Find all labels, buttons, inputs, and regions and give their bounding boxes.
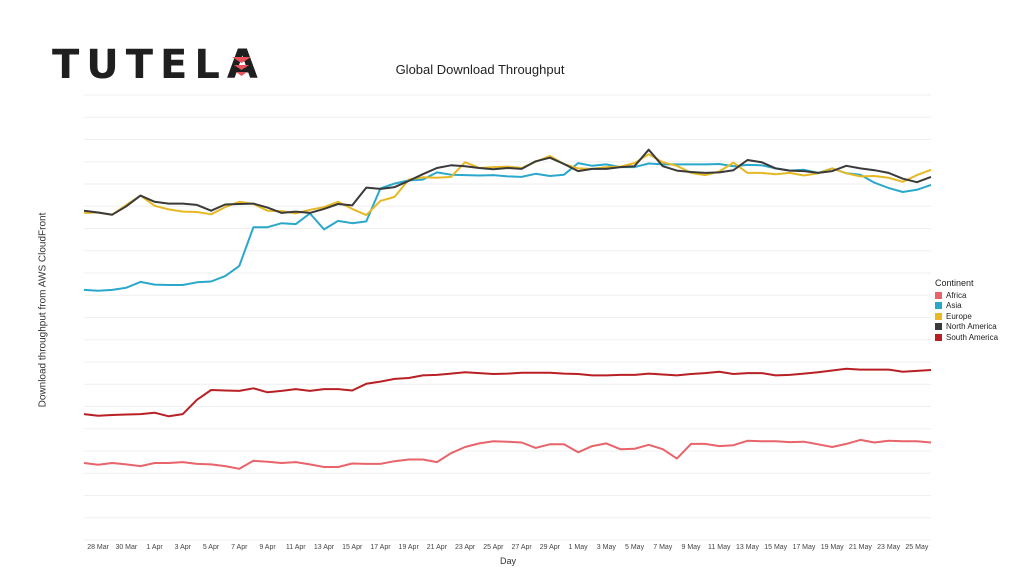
x-tick-label: 23 Apr [455,544,476,551]
legend-label: Asia [946,301,962,311]
x-tick-label: 3 May [597,544,617,551]
series-line-asia [83,162,932,292]
x-axis-label: Day [499,556,517,566]
legend-item: Asia [935,301,998,312]
legend-label: Africa [946,290,967,300]
x-tick-label: 7 May [653,544,673,551]
x-tick-label: 29 Apr [540,544,561,551]
legend-label: South America [946,332,999,342]
logo-triangle-stripe [236,72,247,76]
x-tick-label: 21 Apr [427,544,448,551]
x-tick-label: 27 Apr [511,544,532,551]
series-lines [83,148,932,470]
x-tick-label: 15 Apr [342,544,363,551]
x-tick-label: 9 Apr [259,544,276,551]
legend-item: South America [935,332,998,343]
gridlines [84,94,931,541]
legend-swatch [935,302,942,310]
x-tick-label: 21 May [849,544,872,551]
legend-title: Continent [935,278,974,288]
legend-swatch [935,312,942,320]
chart-title: Global Download Throughput [395,62,565,77]
x-tick-label: 13 May [736,544,759,551]
tutela-logo: TUTELA [52,40,262,91]
x-tick-label: 23 May [877,544,900,551]
x-tick-label: 5 May [625,544,645,551]
x-tick-label: 13 Apr [314,544,335,551]
x-tick-label: 30 Mar [115,544,137,551]
logo-triangle-icon [232,57,251,76]
legend-item: North America [935,322,998,333]
legend: Continent Africa Asia Europe North America S… [935,278,998,343]
logo-wordmark: TUTELA [52,42,262,88]
x-tick-label: 15 May [764,544,787,551]
logo-text: TUTELA [52,42,262,86]
legend-items: Africa Asia Europe North America South Ameri… [935,290,998,343]
series-line-africa [83,438,932,470]
x-tick-label: 19 Apr [399,544,420,551]
x-tick-label: 3 Apr [175,544,192,551]
x-tick-label: 25 Apr [483,544,504,551]
x-tick-label: 25 May [905,544,928,551]
x-tick-label: 7 Apr [231,544,248,551]
x-tick-label: 1 Apr [146,544,163,551]
x-tick-label: 17 May [792,544,815,551]
series-line-south-america [83,367,932,418]
legend-swatch [935,333,942,341]
logo-triangle-stripe [234,65,249,70]
x-tick-labels: 28 Mar 30 Mar 1 Apr 3 Apr 5 Apr 7 Apr 9 Apr 11 … [87,544,929,551]
series-line-north-america [83,148,932,216]
legend-swatch [935,323,942,331]
x-tick-label: 11 Apr [286,544,306,551]
legend-item: Africa [935,290,998,301]
x-tick-label: 11 May [708,544,731,551]
x-tick-label: 17 Apr [370,544,391,551]
legend-swatch [935,291,942,299]
legend-item: Europe [935,311,998,322]
x-tick-label: 5 Apr [203,544,220,551]
x-tick-label: 9 May [681,544,701,551]
legend-label: Europe [946,311,972,321]
x-tick-label: 28 Mar [87,544,109,551]
logo-triangle-stripe [232,57,251,63]
x-tick-label: 19 May [821,544,844,551]
series-line-europe [83,153,932,217]
legend-label: North America [946,322,997,332]
x-tick-label: 1 May [569,544,589,551]
